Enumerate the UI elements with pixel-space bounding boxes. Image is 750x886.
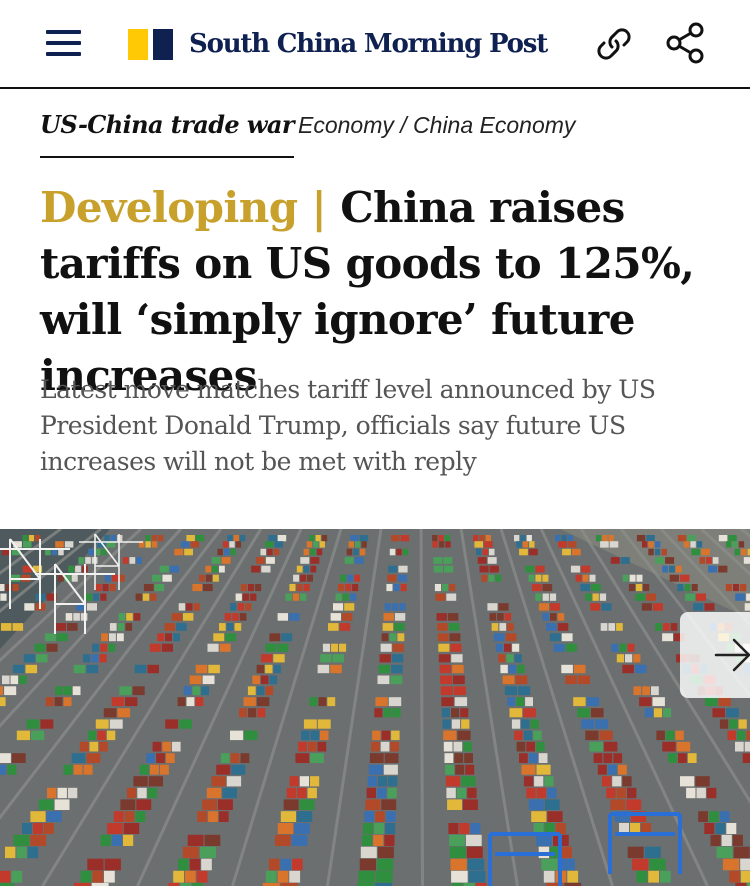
developing-label: Developing <box>40 183 298 232</box>
arrow-right-icon <box>714 638 750 672</box>
hero-image[interactable] <box>0 529 750 886</box>
brand-name: South China Morning Post <box>189 29 548 59</box>
article-taxonomy: US-China trade war Economy / China Econo… <box>40 108 720 158</box>
brand-logo[interactable]: South China Morning Post <box>128 27 548 61</box>
menu-icon[interactable] <box>44 28 84 60</box>
article-summary: Latest move matches tariff level announc… <box>40 375 656 476</box>
link-icon[interactable] <box>594 24 634 64</box>
container-port-photo <box>0 529 750 886</box>
share-icon[interactable] <box>665 22 707 64</box>
headline-text: China raises tariffs on US goods to 125%… <box>40 183 695 400</box>
article-headline: Developing | China raises tariffs on US … <box>40 180 720 404</box>
gallery-next-button[interactable] <box>680 612 750 698</box>
brand-mark-icon <box>128 28 173 60</box>
headline-separator: | <box>311 183 327 232</box>
section-breadcrumb[interactable]: Economy / China Economy <box>298 112 576 138</box>
top-header: South China Morning Post <box>0 0 750 89</box>
topic-link[interactable]: US-China trade war <box>40 108 294 158</box>
